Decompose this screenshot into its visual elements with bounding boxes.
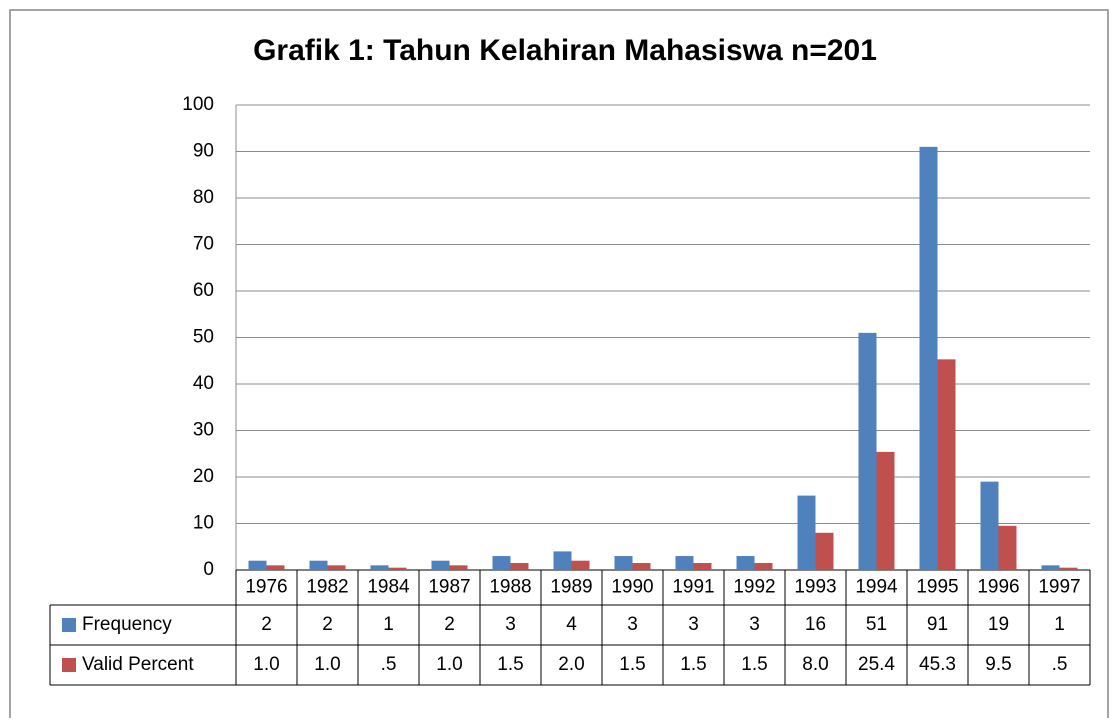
x-tick-label: 1997 — [1038, 577, 1080, 598]
table-value: 91 — [927, 614, 948, 635]
x-tick-label: 1988 — [489, 577, 531, 598]
table-value: 1 — [383, 614, 394, 635]
bar — [980, 481, 999, 570]
y-tick-label: 40 — [193, 373, 214, 394]
bar — [449, 565, 468, 570]
bar — [388, 567, 407, 570]
x-tick-label: 1982 — [306, 577, 348, 598]
y-tick-label: 80 — [193, 187, 214, 208]
x-tick-label: 1990 — [611, 577, 653, 598]
table-value: 4 — [566, 614, 577, 635]
table-value: 3 — [505, 614, 516, 635]
table-value: 3 — [749, 614, 760, 635]
table-value: 16 — [805, 614, 826, 635]
bar — [248, 560, 267, 570]
table-value: 2.0 — [558, 654, 584, 675]
bar — [919, 146, 938, 570]
x-tick-label: 1994 — [855, 577, 898, 598]
y-tick-label: 70 — [193, 234, 214, 255]
y-tick-label: 60 — [193, 280, 214, 301]
x-tick-label: 1993 — [794, 577, 836, 598]
bar — [876, 451, 895, 570]
table-value: 19 — [988, 614, 1009, 635]
y-tick-label: 100 — [182, 94, 214, 115]
y-tick-label: 90 — [193, 141, 214, 162]
bar — [937, 359, 956, 570]
y-tick-label: 50 — [193, 327, 214, 348]
x-tick-label: 1976 — [245, 577, 287, 598]
bar — [1041, 565, 1060, 570]
table-value: 8.0 — [802, 654, 828, 675]
bar — [571, 560, 590, 570]
table-value: .5 — [381, 654, 397, 675]
table-value: 51 — [866, 614, 887, 635]
bar — [614, 556, 633, 570]
bar — [998, 525, 1017, 570]
x-tick-label: 1989 — [550, 577, 592, 598]
bar — [370, 565, 389, 570]
table-value: .5 — [1052, 654, 1068, 675]
table-value: 1.5 — [497, 654, 523, 675]
bar — [266, 565, 285, 570]
x-tick-label: 1995 — [916, 577, 958, 598]
table-value: 25.4 — [858, 654, 895, 675]
bar — [736, 556, 755, 570]
bar — [309, 560, 328, 570]
x-tick-label: 1987 — [428, 577, 470, 598]
x-tick-label: 1984 — [367, 577, 410, 598]
y-tick-label: 20 — [193, 466, 214, 487]
table-value: 1.0 — [436, 654, 462, 675]
x-tick-label: 1992 — [733, 577, 775, 598]
bar — [754, 563, 773, 570]
bar — [675, 556, 694, 570]
table-value: 2 — [444, 614, 455, 635]
table-value: 45.3 — [919, 654, 956, 675]
table-value: 3 — [627, 614, 638, 635]
bar — [797, 495, 816, 570]
table-value: 2 — [322, 614, 333, 635]
x-tick-label: 1996 — [977, 577, 1019, 598]
bar — [553, 551, 572, 570]
legend-label: Frequency — [82, 614, 172, 635]
bar — [858, 332, 877, 570]
bar — [327, 565, 346, 570]
table-value: 1.0 — [314, 654, 340, 675]
bar — [632, 563, 651, 570]
y-tick-label: 30 — [193, 420, 214, 441]
table-value: 1.0 — [253, 654, 279, 675]
bar — [1059, 567, 1078, 570]
bar — [510, 563, 529, 570]
bar — [492, 556, 511, 570]
bar — [693, 563, 712, 570]
x-tick-label: 1991 — [672, 577, 714, 598]
bar — [815, 532, 834, 570]
legend-key — [62, 658, 76, 672]
table-value: 3 — [688, 614, 699, 635]
chart-title: Grafik 1: Tahun Kelahiran Mahasiswa n=20… — [253, 34, 877, 67]
table-value: 1.5 — [741, 654, 767, 675]
bar — [431, 560, 450, 570]
legend-key — [62, 618, 76, 632]
y-tick-label: 0 — [203, 559, 214, 580]
table-value: 1 — [1054, 614, 1065, 635]
y-tick-label: 10 — [193, 513, 214, 534]
table-value: 9.5 — [985, 654, 1011, 675]
table-value: 1.5 — [619, 654, 645, 675]
table-value: 1.5 — [680, 654, 706, 675]
legend-label: Valid Percent — [82, 654, 194, 675]
table-value: 2 — [261, 614, 272, 635]
